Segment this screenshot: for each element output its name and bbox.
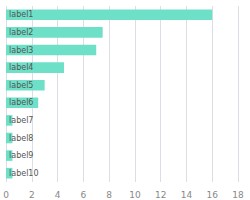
svg-text:label2: label2: [9, 28, 33, 37]
svg-text:18: 18: [232, 190, 244, 200]
svg-text:4: 4: [55, 190, 61, 200]
svg-text:label5: label5: [9, 81, 33, 90]
svg-text:14: 14: [181, 190, 193, 200]
svg-text:label1: label1: [9, 10, 33, 19]
svg-text:8: 8: [106, 190, 112, 200]
svg-text:2: 2: [29, 190, 35, 200]
svg-text:label10: label10: [9, 169, 39, 178]
svg-text:10: 10: [129, 190, 141, 200]
svg-text:6: 6: [80, 190, 86, 200]
svg-text:label9: label9: [9, 151, 33, 160]
svg-text:16: 16: [206, 190, 218, 200]
svg-text:label7: label7: [9, 116, 33, 125]
svg-text:0: 0: [3, 190, 9, 200]
svg-text:label6: label6: [9, 98, 33, 107]
svg-text:label8: label8: [9, 134, 33, 143]
svg-text:label3: label3: [9, 46, 33, 55]
svg-text:label4: label4: [9, 63, 33, 72]
svg-text:12: 12: [155, 190, 166, 200]
